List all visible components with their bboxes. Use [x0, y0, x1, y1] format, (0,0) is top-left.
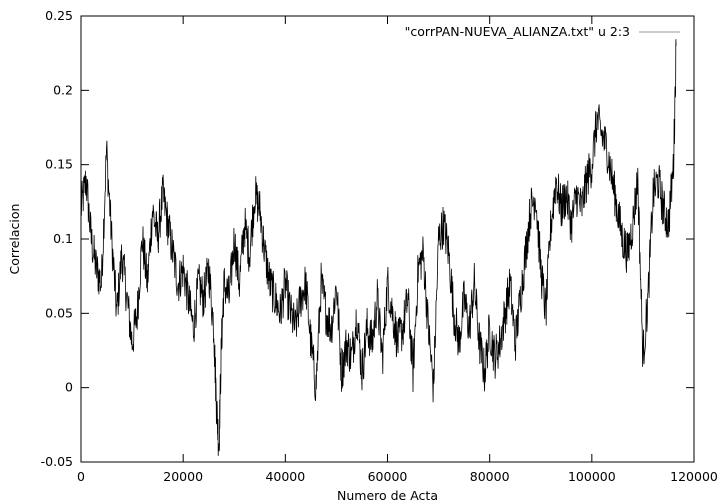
y-tick-label: 0.1: [53, 231, 73, 246]
plot-frame: [80, 15, 695, 463]
x-tick-label: 100000: [568, 469, 616, 484]
y-tick-label: 0.05: [45, 305, 73, 320]
x-tick-label: 120000: [670, 469, 718, 484]
x-tick-label: 60000: [368, 469, 408, 484]
axis-ticks: [80, 15, 695, 463]
series-line: [80, 39, 677, 456]
series-layer: [80, 39, 677, 456]
x-tick-labels: 0 20000 40000 60000 80000 100000 120000: [77, 469, 718, 484]
y-tick-label: 0.25: [45, 8, 73, 23]
x-axis-label: Numero de Acta: [337, 488, 438, 503]
x-tick-label: 0: [77, 469, 85, 484]
legend: "corrPAN-NUEVA_ALIANZA.txt" u 2:3: [405, 24, 680, 39]
y-tick-label: 0: [65, 380, 73, 395]
y-axis-label: Correlacion: [7, 204, 22, 275]
x-tick-label: 20000: [163, 469, 203, 484]
legend-label: "corrPAN-NUEVA_ALIANZA.txt" u 2:3: [405, 24, 630, 39]
y-tick-label: 0.15: [45, 157, 73, 172]
y-tick-label: -0.05: [41, 454, 73, 469]
x-tick-label: 80000: [470, 469, 510, 484]
x-tick-label: 40000: [265, 469, 305, 484]
y-tick-labels: -0.05 0 0.05 0.1 0.15 0.2 0.25: [41, 8, 73, 469]
y-tick-label: 0.2: [53, 82, 73, 97]
